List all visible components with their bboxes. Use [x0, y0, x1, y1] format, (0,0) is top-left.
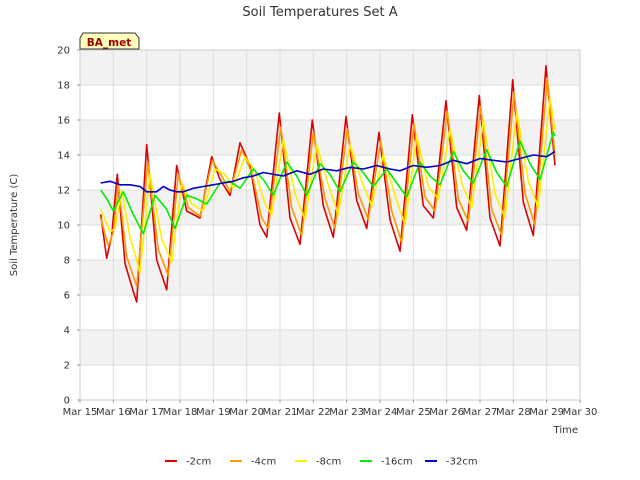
y-tick-label: 0	[64, 396, 70, 407]
y-tick-label: 10	[57, 221, 70, 232]
background-band	[80, 330, 580, 365]
x-tick-label: Mar 20	[229, 407, 264, 418]
x-tick-label: Mar 16	[96, 407, 131, 418]
x-tick-label: Mar 18	[163, 407, 198, 418]
legend: -2cm -4cm -8cm -16cm -32cm	[165, 457, 478, 468]
x-tick-label: Mar 15	[63, 407, 98, 418]
background-band	[80, 260, 580, 295]
site-badge: BA_met	[79, 32, 140, 50]
y-tick-label: 20	[57, 46, 70, 57]
y-tick-label: 2	[64, 361, 70, 372]
x-tick-label: Mar 17	[129, 407, 164, 418]
x-tick-label: Mar 27	[463, 407, 498, 418]
y-axis-label: Soil Temperature (C)	[9, 174, 20, 277]
chart-title: Soil Temperatures Set A	[242, 5, 397, 20]
series-line-minus-32cm	[100, 150, 556, 193]
x-tick-label: Mar 26	[429, 407, 464, 418]
y-tick-label: 12	[57, 186, 70, 197]
legend-label: -4cm	[251, 457, 276, 468]
x-tick-label: Mar 25	[396, 407, 431, 418]
site-badge-box	[79, 32, 140, 50]
x-tick-label: Mar 29	[529, 407, 564, 418]
y-tick-label: 16	[57, 116, 70, 127]
legend-label: -2cm	[186, 457, 211, 468]
x-tick-label: Mar 30	[563, 407, 598, 418]
background-band	[80, 365, 580, 400]
legend-label: -16cm	[381, 457, 413, 468]
background-band	[80, 50, 580, 85]
site-badge-label: BA_met	[87, 37, 131, 49]
x-tick-label: Mar 23	[329, 407, 364, 418]
series-line-minus-2cm	[99, 65, 556, 303]
series-lines	[99, 65, 556, 303]
x-tick-label: Mar 28	[496, 407, 531, 418]
legend-label: -32cm	[446, 457, 478, 468]
background-band	[80, 120, 580, 155]
series-line-minus-4cm	[99, 77, 556, 288]
background-band	[80, 85, 580, 120]
y-tick-label: 6	[64, 291, 70, 302]
x-axis-label: Time	[553, 425, 578, 436]
y-tick-label: 18	[57, 81, 70, 92]
background-band	[80, 295, 580, 330]
y-tick-label: 4	[64, 326, 70, 337]
x-tick-label: Mar 24	[363, 407, 398, 418]
y-tick-label: 14	[57, 151, 70, 162]
series-line-minus-8cm	[99, 96, 556, 274]
x-tick-label: Mar 22	[296, 407, 331, 418]
y-tick-label: 8	[64, 256, 70, 267]
x-tick-label: Mar 19	[196, 407, 231, 418]
x-tick-label: Mar 21	[263, 407, 298, 418]
legend-label: -8cm	[316, 457, 341, 468]
y-axis-ticks: 0 2 4 6 8 10 12 14 16 18 20	[57, 46, 80, 407]
